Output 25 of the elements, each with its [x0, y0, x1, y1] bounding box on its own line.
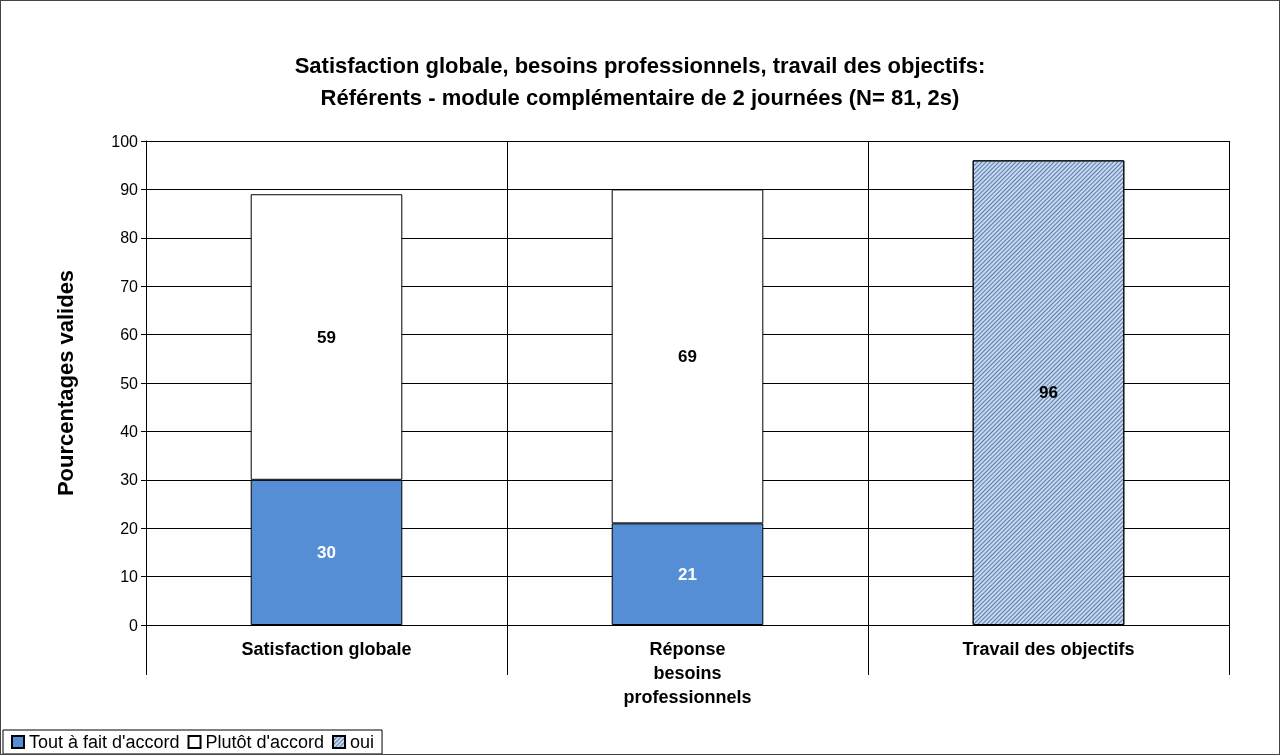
y-tick-label: 60 [120, 326, 139, 344]
legend-label: Plutôt d'accord [205, 732, 325, 752]
legend-label: Tout à fait d'accord [29, 732, 180, 752]
data-label: 59 [317, 327, 336, 347]
data-label: 96 [1039, 383, 1058, 403]
data-label: 30 [317, 542, 336, 562]
y-tick-label: 20 [120, 519, 139, 537]
y-tick-label: 70 [120, 277, 139, 295]
y-tick-label: 40 [120, 422, 139, 440]
y-tick-label: 90 [120, 180, 139, 198]
y-axis-title: Pourcentages valides [52, 269, 78, 497]
chart-title: Satisfaction globale, besoins professionnels, travail des objectifs: [294, 52, 986, 78]
x-tick-label: Réponse besoins professionnels [623, 639, 752, 707]
data-label: 69 [678, 346, 697, 366]
y-tick-label: 30 [120, 471, 139, 489]
legend-label: oui [350, 732, 375, 752]
y-tick-label: 0 [129, 616, 139, 634]
x-tick-label: Travail des objectifs [962, 639, 1135, 659]
chart-subtitle: Référents - module complémentaire de 2 journées (N= 81, 2s) [320, 84, 960, 110]
y-tick-label: 50 [120, 374, 139, 392]
y-tick-label: 80 [120, 229, 139, 247]
x-tick-label: Satisfaction globale [241, 639, 412, 659]
y-tick-label: 10 [120, 568, 139, 586]
y-tick-label: 100 [111, 132, 139, 150]
data-label: 21 [678, 564, 697, 584]
